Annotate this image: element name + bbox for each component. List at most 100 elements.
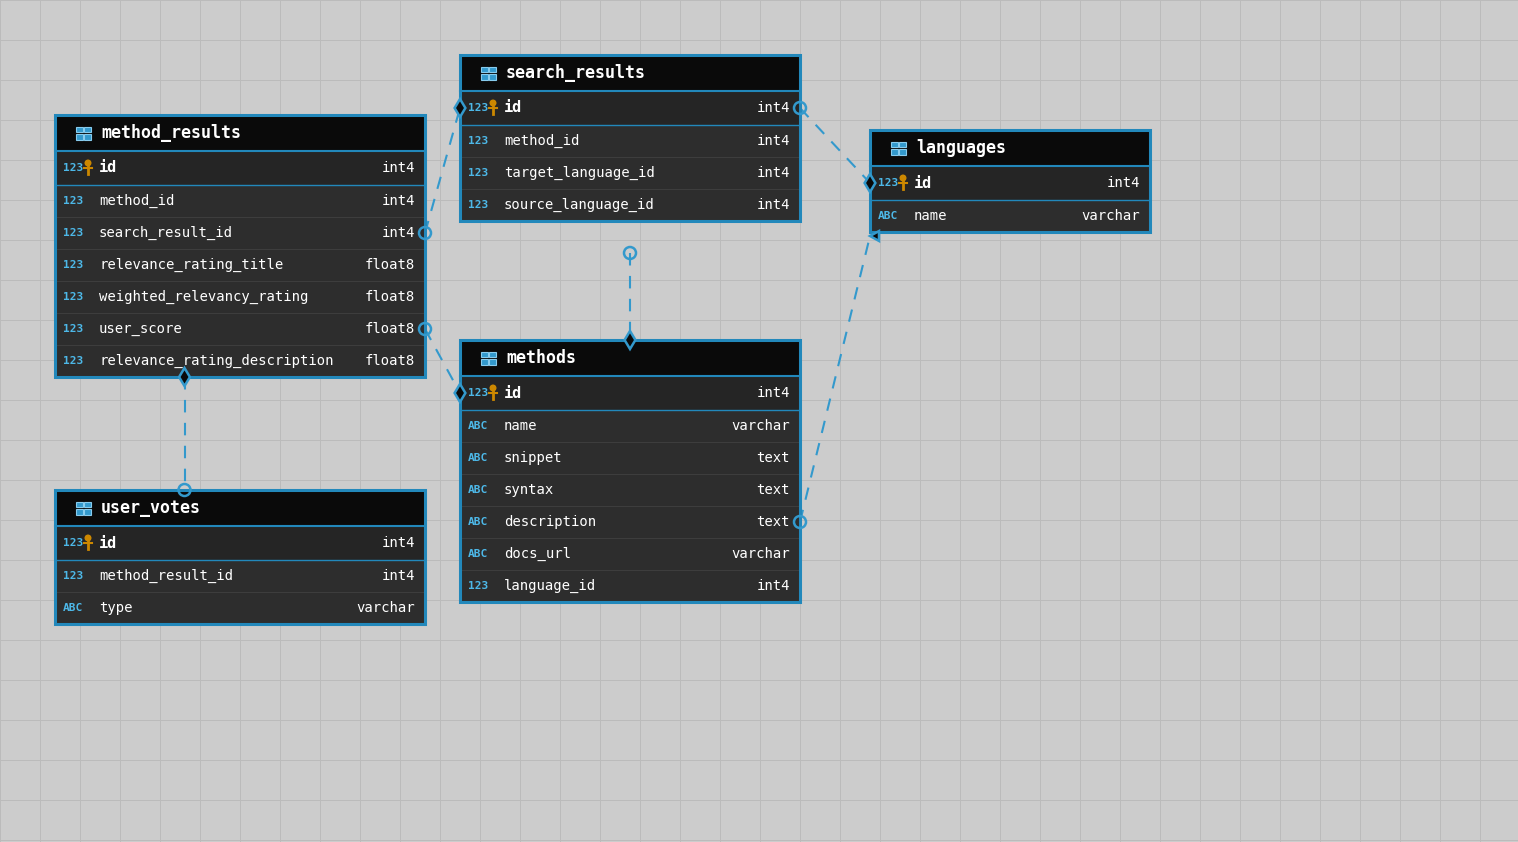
Polygon shape	[870, 231, 879, 241]
FancyBboxPatch shape	[76, 509, 82, 514]
Text: 123: 123	[64, 324, 83, 334]
Text: id: id	[99, 536, 117, 551]
FancyBboxPatch shape	[891, 141, 897, 147]
Text: varchar: varchar	[357, 601, 414, 615]
Text: float8: float8	[364, 258, 414, 272]
Text: 123: 123	[64, 571, 83, 581]
FancyBboxPatch shape	[870, 130, 1151, 232]
FancyBboxPatch shape	[55, 526, 425, 560]
Text: ABC: ABC	[468, 453, 489, 463]
Text: snippet: snippet	[504, 451, 563, 465]
FancyBboxPatch shape	[489, 74, 496, 80]
Text: method_result_id: method_result_id	[99, 569, 232, 583]
Circle shape	[85, 535, 91, 541]
Text: id: id	[99, 161, 117, 175]
Text: int4: int4	[756, 101, 789, 115]
Text: float8: float8	[364, 354, 414, 368]
Text: ABC: ABC	[468, 485, 489, 495]
Text: ABC: ABC	[64, 603, 83, 613]
Text: int4: int4	[381, 536, 414, 550]
Text: ABC: ABC	[468, 421, 489, 431]
Text: docs_url: docs_url	[504, 547, 571, 561]
Text: ABC: ABC	[468, 549, 489, 559]
Text: language_id: language_id	[504, 579, 597, 593]
Text: 123: 123	[468, 136, 489, 146]
Polygon shape	[454, 384, 466, 402]
FancyBboxPatch shape	[55, 490, 425, 526]
Text: target_language_id: target_language_id	[504, 166, 654, 180]
Text: int4: int4	[381, 161, 414, 175]
FancyBboxPatch shape	[481, 67, 487, 72]
Text: 123: 123	[468, 388, 489, 398]
Text: 123: 123	[64, 228, 83, 238]
Text: methods: methods	[505, 349, 575, 367]
Text: 123: 123	[468, 200, 489, 210]
FancyBboxPatch shape	[481, 74, 487, 80]
FancyBboxPatch shape	[76, 134, 82, 140]
Text: 123: 123	[64, 292, 83, 302]
Polygon shape	[624, 331, 636, 349]
Text: ABC: ABC	[877, 211, 899, 221]
Text: varchar: varchar	[732, 547, 789, 561]
Polygon shape	[454, 99, 466, 117]
Text: text: text	[756, 483, 789, 497]
Text: method_id: method_id	[99, 194, 175, 208]
Text: weighted_relevancy_rating: weighted_relevancy_rating	[99, 290, 308, 304]
Text: type: type	[99, 601, 132, 615]
FancyBboxPatch shape	[891, 149, 897, 155]
Text: varchar: varchar	[1081, 209, 1140, 223]
Text: int4: int4	[756, 386, 789, 400]
Text: float8: float8	[364, 290, 414, 304]
Text: user_votes: user_votes	[102, 499, 200, 517]
FancyBboxPatch shape	[460, 55, 800, 91]
Text: 123: 123	[468, 581, 489, 591]
FancyBboxPatch shape	[899, 141, 906, 147]
Text: id: id	[914, 175, 932, 190]
Text: int4: int4	[756, 198, 789, 212]
Text: name: name	[504, 419, 537, 433]
Text: id: id	[504, 100, 522, 115]
Text: int4: int4	[381, 194, 414, 208]
FancyBboxPatch shape	[460, 340, 800, 602]
Text: float8: float8	[364, 322, 414, 336]
FancyBboxPatch shape	[481, 352, 487, 358]
FancyBboxPatch shape	[76, 127, 82, 132]
Text: 123: 123	[64, 538, 83, 548]
FancyBboxPatch shape	[55, 151, 425, 185]
Text: 123: 123	[64, 260, 83, 270]
FancyBboxPatch shape	[83, 134, 91, 140]
Text: int4: int4	[381, 226, 414, 240]
FancyBboxPatch shape	[55, 490, 425, 624]
FancyBboxPatch shape	[870, 130, 1151, 166]
Text: int4: int4	[756, 166, 789, 180]
FancyBboxPatch shape	[76, 502, 82, 508]
Text: user_score: user_score	[99, 322, 182, 336]
Circle shape	[489, 385, 496, 392]
FancyBboxPatch shape	[460, 91, 800, 125]
FancyBboxPatch shape	[55, 115, 425, 151]
Text: int4: int4	[756, 579, 789, 593]
Text: varchar: varchar	[732, 419, 789, 433]
Text: source_language_id: source_language_id	[504, 198, 654, 212]
Text: 123: 123	[64, 163, 83, 173]
Text: search_result_id: search_result_id	[99, 226, 232, 240]
FancyBboxPatch shape	[460, 376, 800, 410]
FancyBboxPatch shape	[489, 67, 496, 72]
FancyBboxPatch shape	[83, 509, 91, 514]
Circle shape	[489, 99, 496, 106]
Text: 123: 123	[64, 196, 83, 206]
Circle shape	[85, 159, 91, 167]
Text: languages: languages	[915, 139, 1006, 157]
FancyBboxPatch shape	[481, 359, 487, 365]
FancyBboxPatch shape	[83, 127, 91, 132]
Text: int4: int4	[381, 569, 414, 583]
Text: ABC: ABC	[468, 517, 489, 527]
Text: int4: int4	[756, 134, 789, 148]
FancyBboxPatch shape	[489, 352, 496, 358]
Text: search_results: search_results	[505, 64, 647, 82]
Text: 123: 123	[468, 103, 489, 113]
Text: method_results: method_results	[102, 124, 241, 142]
Text: name: name	[914, 209, 947, 223]
Text: description: description	[504, 515, 597, 529]
Circle shape	[900, 174, 906, 182]
